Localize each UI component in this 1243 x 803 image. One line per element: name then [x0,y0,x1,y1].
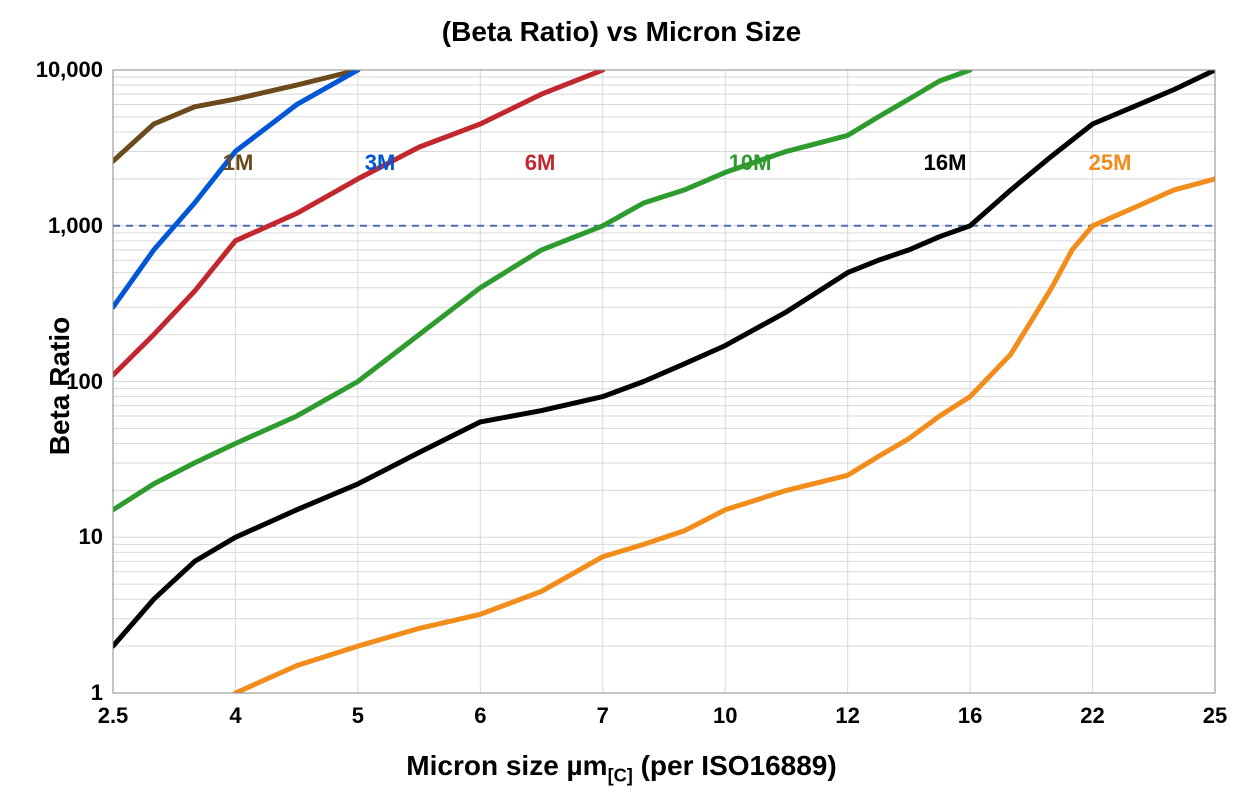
plot-svg [0,0,1243,803]
y-tick-label: 100 [66,369,103,395]
series-label-1m: 1M [223,150,254,176]
y-tick-label: 10,000 [36,57,103,83]
x-tick-label: 5 [352,703,364,729]
x-tick-label: 16 [958,703,982,729]
x-tick-label: 12 [835,703,859,729]
x-tick-label: 25 [1203,703,1227,729]
series-label-16m: 16M [924,150,967,176]
x-tick-label: 6 [474,703,486,729]
x-tick-label: 22 [1080,703,1104,729]
series-label-25m: 25M [1089,150,1132,176]
x-tick-label: 7 [597,703,609,729]
series-label-3m: 3M [365,150,396,176]
x-tick-label: 2.5 [98,703,129,729]
y-tick-label: 1,000 [48,213,103,239]
series-label-10m: 10M [729,150,772,176]
x-tick-label: 10 [713,703,737,729]
y-tick-label: 10 [79,524,103,550]
series-label-6m: 6M [525,150,556,176]
chart-container: (Beta Ratio) vs Micron Size Beta Ratio M… [0,0,1243,803]
x-tick-label: 4 [229,703,241,729]
